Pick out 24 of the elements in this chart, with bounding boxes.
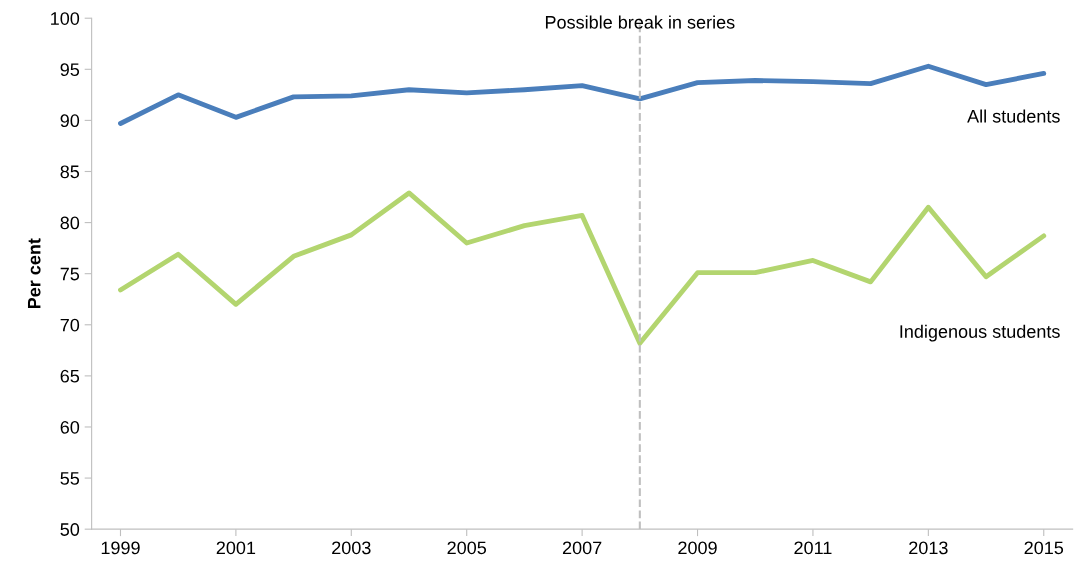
- text: Indigenous students: [900, 324, 1060, 342]
- ref-line-label: Possible break in series: [545, 15, 735, 29]
- x-tick-label: 2013: [909, 541, 948, 555]
- x-tick-label: 2009: [678, 541, 717, 555]
- x-tick-label: 2003: [332, 541, 371, 555]
- y-tick-label: 60: [60, 420, 80, 434]
- x-tick-label: 2011: [794, 541, 832, 555]
- y-tick-label: 80: [60, 216, 80, 230]
- y-tick-label: 50: [60, 523, 80, 536]
- y-tick-label: 90: [60, 114, 80, 128]
- y-tick-label: 70: [60, 318, 80, 332]
- y-tick-label: 75: [60, 267, 80, 281]
- y-tick-label: 95: [60, 63, 80, 77]
- y-tick-label: 65: [60, 369, 80, 383]
- x-tick-label: 2005: [447, 541, 487, 555]
- x-tick-label: 1999: [101, 541, 140, 555]
- y-tick-label: 100: [51, 12, 80, 25]
- y-tick-label: 85: [60, 165, 80, 179]
- y-tick-label: 55: [60, 472, 80, 485]
- x-tick-label: 2001: [216, 541, 256, 555]
- x-tick-label: 2007: [562, 541, 602, 555]
- series-label: All students: [967, 109, 1060, 123]
- x-tick-label: 2015: [1024, 541, 1064, 555]
- y-axis-title: Per cent: [27, 238, 41, 309]
